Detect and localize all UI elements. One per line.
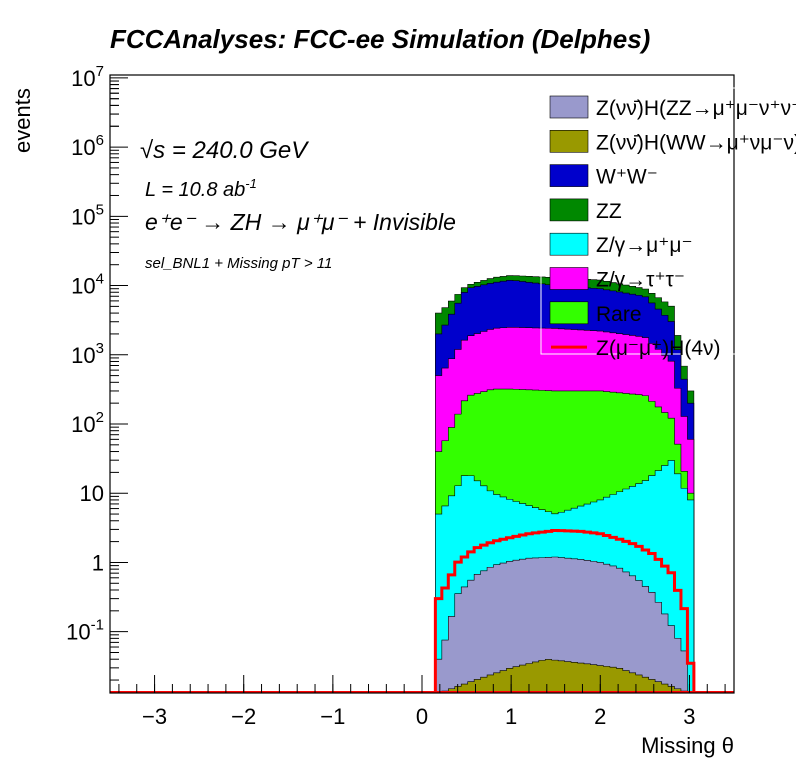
x-tick-label: 3 — [683, 704, 695, 729]
legend-swatch — [549, 198, 589, 222]
legend-label: Z/γ→μ⁺μ⁻ — [596, 234, 693, 257]
annotation-lumi-exponent: -1 — [245, 176, 257, 191]
histogram-5 — [435, 556, 694, 694]
annotation-selection: sel_BNL1 + Missing pT > 11 — [145, 255, 332, 272]
legend-label: W⁺W⁻ — [596, 166, 658, 189]
y-tick-label: 102 — [71, 409, 104, 437]
legend-swatch — [549, 301, 589, 325]
x-tick-label: −2 — [231, 704, 256, 729]
legend-label: Z/γ→τ⁺τ⁻ — [596, 269, 685, 292]
y-tick-label: 107 — [71, 63, 104, 91]
legend-label: Z(μ⁻μ⁺)H(4ν) — [596, 337, 721, 360]
annotation-sqrts: √s = 240.0 GeV — [140, 137, 309, 164]
histogram-6 — [435, 659, 694, 694]
y-tick-label: 1 — [92, 550, 104, 575]
legend-label: Z(νν̄)H(ZZ→μ⁺μ⁻ν⁺ν⁻) — [596, 97, 796, 120]
legend-swatch — [549, 164, 589, 187]
legend-label: ZZ — [596, 200, 622, 223]
x-tick-label: −3 — [142, 704, 167, 729]
y-tick-label: 106 — [71, 132, 104, 160]
legend-swatch — [549, 130, 589, 153]
legend-label: Z(νν̄)H(WW→μ⁺νμ⁻ν) — [596, 131, 796, 154]
legend-box — [540, 87, 742, 355]
x-tick-label: 2 — [594, 704, 606, 729]
legend-swatch — [549, 232, 589, 256]
legend-swatch — [549, 267, 589, 290]
y-tick-label: 10-1 — [66, 617, 104, 645]
legend-label: Rare — [596, 303, 642, 326]
legend-swatch — [549, 95, 589, 119]
y-tick-label: 104 — [71, 271, 104, 299]
y-tick-label: 105 — [71, 201, 104, 229]
histogram-stack — [110, 275, 734, 694]
axis-ticks: −3 −2 −1 0 1 2 3 10-1 1 10 102 103 104 105 106 107 — [66, 63, 726, 729]
legend: Z(νν̄)H(ZZ→μ⁺μ⁻ν⁺ν⁻) Z(νν̄)H(WW→μ⁺νμ⁻ν) W⁺… — [540, 87, 796, 360]
x-tick-label: 1 — [505, 704, 517, 729]
annotation-lumi: L = 10.8 ab-1 — [145, 176, 257, 201]
chart-title: FCCAnalyses: FCC-ee Simulation (Delphes) — [110, 24, 650, 54]
y-axis-label: events — [10, 88, 35, 153]
signal-line-0 — [433, 529, 696, 693]
x-tick-label: −1 — [320, 704, 345, 729]
x-axis-label: Missing θ — [641, 733, 734, 758]
x-tick-label: 0 — [416, 704, 428, 729]
y-tick-label: 10 — [80, 481, 104, 506]
y-tick-label: 103 — [71, 340, 104, 368]
annotation-process: e⁺e⁻ → ZH → μ⁺μ⁻ + Invisible — [145, 209, 456, 235]
